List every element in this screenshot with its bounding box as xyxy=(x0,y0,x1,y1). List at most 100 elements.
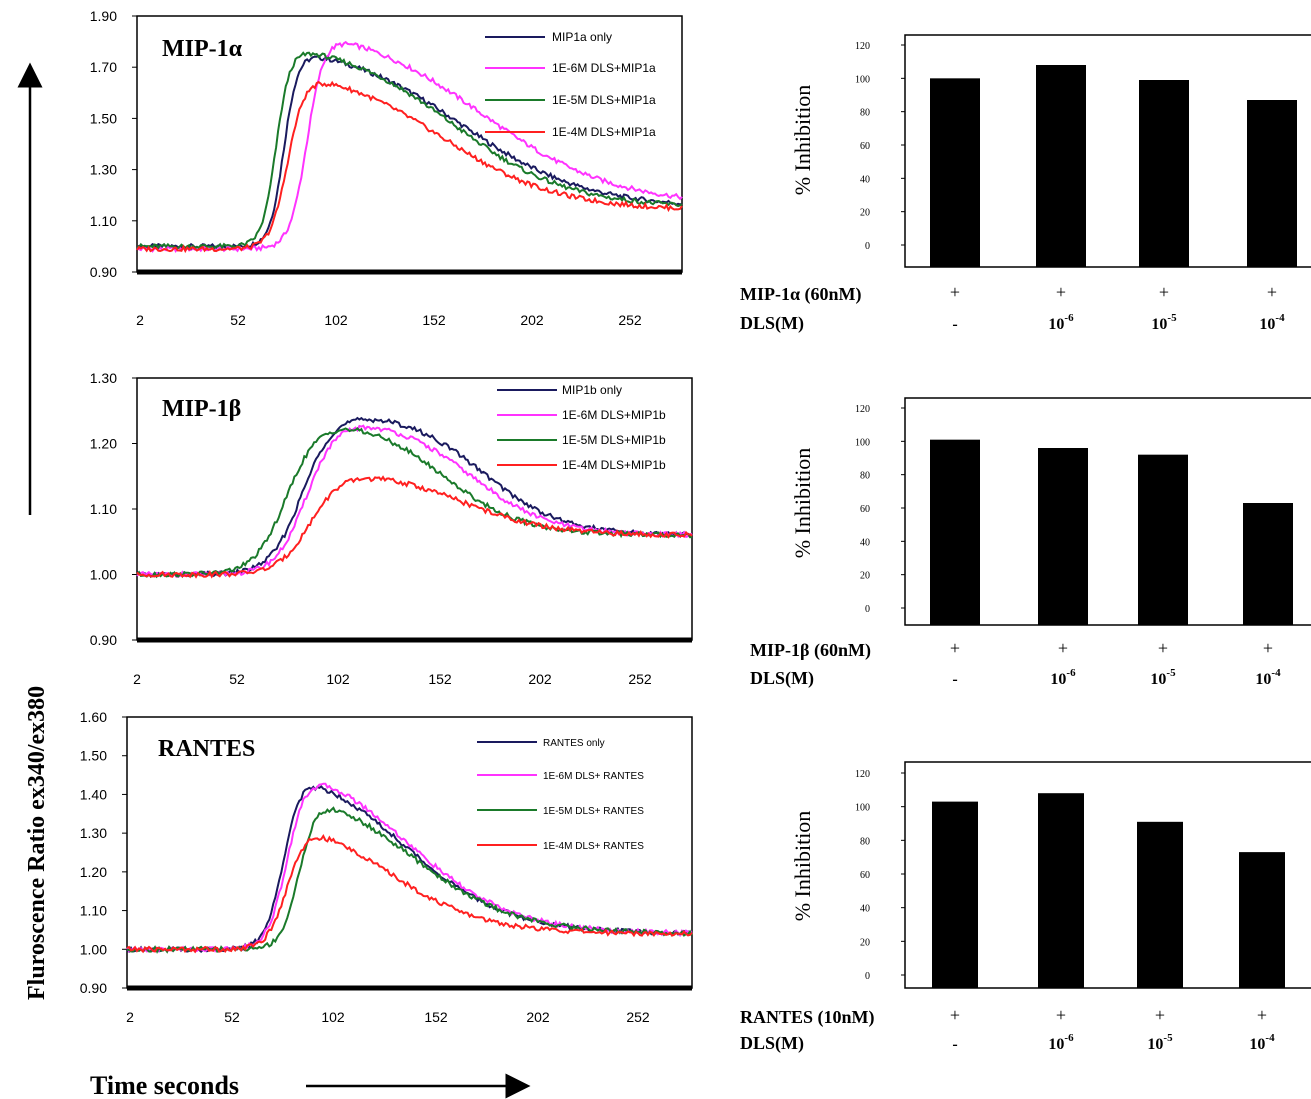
y-tick-label: 100 xyxy=(855,803,870,814)
y-tick-label: 20 xyxy=(860,208,870,219)
dose-label: 10-6 xyxy=(1048,1032,1074,1053)
bar xyxy=(1247,100,1297,267)
legend-label: 1E-5M DLS+ RANTES xyxy=(543,806,644,817)
dose-row-label: DLS(M) xyxy=(740,313,804,334)
dose-exponent: -4 xyxy=(1265,1032,1275,1044)
dose-exponent: -6 xyxy=(1064,1032,1074,1044)
dose-row-label: DLS(M) xyxy=(750,668,814,689)
treatment-mark: + xyxy=(1056,282,1066,302)
line-charts: 1.901.701.501.301.100.902 52 102 152 202 252M… xyxy=(80,8,693,1025)
y-axis-label: % Inhibition xyxy=(790,811,815,922)
bar xyxy=(930,439,980,625)
treatment-mark: + xyxy=(950,1005,960,1025)
dose-label: 10-4 xyxy=(1249,1032,1275,1053)
legend-label: 1E-6M DLS+ RANTES xyxy=(543,771,644,782)
y-tick-label: 60 xyxy=(860,504,870,515)
x-tick-label: 102 xyxy=(324,312,348,328)
legend-label: MIP1a only xyxy=(552,30,612,44)
y-tick-label: 120 xyxy=(855,41,870,52)
y-tick-label: 0 xyxy=(865,971,870,982)
y-tick-label: 1.10 xyxy=(90,213,117,229)
dose-label: 10-4 xyxy=(1255,667,1281,688)
x-tick-label: 202 xyxy=(526,1009,550,1025)
line-chart-2: 1.301.201.101.000.902 52 102 152 202 252MIP-1… xyxy=(90,370,693,687)
bar xyxy=(1239,852,1285,988)
bar xyxy=(1137,821,1183,988)
dose-label: 10-5 xyxy=(1147,1032,1173,1053)
y-tick-label: 1.50 xyxy=(80,748,107,764)
dose-base: 10 xyxy=(1048,316,1064,333)
dose-base: 10 xyxy=(1255,671,1271,688)
y-tick-label: 1.90 xyxy=(90,8,117,24)
dose-label: - xyxy=(952,316,957,333)
bar-chart-3: 120 100 80 60 40 20 0 % Inhibition RANTES (10nM)… xyxy=(740,761,1311,1054)
y-tick-label: 1.30 xyxy=(90,162,117,178)
y-tick-label: 1.30 xyxy=(90,370,117,386)
line-chart-1: 1.901.701.501.301.100.902 52 102 152 202 252M… xyxy=(90,8,683,328)
treatment-mark: + xyxy=(1155,1005,1165,1025)
y-axis-label: Fluroscence Ratio ex340/ex380 xyxy=(24,686,50,1000)
treatment-row-label: MIP-1α (60nM) xyxy=(740,284,862,305)
dose-label: - xyxy=(952,671,957,688)
x-tick-label: 252 xyxy=(628,671,652,687)
x-tick-label: 102 xyxy=(321,1009,345,1025)
treatment-row-label: MIP-1β (60nM) xyxy=(750,640,871,661)
y-tick-label: 60 xyxy=(860,870,870,881)
chart-title: MIP-1α xyxy=(162,36,243,62)
dose-base: - xyxy=(952,316,957,333)
y-tick-label: 100 xyxy=(855,74,870,85)
dose-label: 10-4 xyxy=(1259,312,1285,333)
series-line xyxy=(126,806,693,954)
dose-row-label: DLS(M) xyxy=(740,1033,804,1054)
treatment-mark: + xyxy=(1158,638,1168,658)
y-tick-label: 80 xyxy=(860,108,870,119)
x-tick-label: 252 xyxy=(618,312,642,328)
y-tick-label: 1.00 xyxy=(90,567,117,583)
dose-base: 10 xyxy=(1048,1036,1064,1053)
bar xyxy=(1139,80,1189,267)
chart-title: MIP-1β xyxy=(162,396,241,422)
y-tick-label: 1.30 xyxy=(80,825,107,841)
x-tick-label: 2 xyxy=(126,1009,134,1025)
series-line xyxy=(126,834,693,954)
x-tick-label: 2 xyxy=(133,671,141,687)
x-tick-label: 52 xyxy=(229,671,245,687)
dose-label: 10-5 xyxy=(1151,312,1177,333)
dose-label: 10-6 xyxy=(1050,667,1076,688)
x-tick-label: 252 xyxy=(626,1009,650,1025)
dose-base: - xyxy=(952,1036,957,1053)
bar xyxy=(1038,793,1084,988)
y-tick-label: 40 xyxy=(860,174,870,185)
x-tick-label: 202 xyxy=(528,671,552,687)
treatment-mark: + xyxy=(950,638,960,658)
treatment-mark: + xyxy=(1159,282,1169,302)
bar xyxy=(1138,454,1188,625)
legend-label: RANTES only xyxy=(543,738,605,749)
legend-label: 1E-4M DLS+ RANTES xyxy=(543,841,644,852)
legend-label: 1E-4M DLS+MIP1a xyxy=(552,125,656,139)
legend-label: 1E-5M DLS+MIP1a xyxy=(552,93,656,107)
treatment-mark: + xyxy=(950,282,960,302)
series-line xyxy=(136,475,693,579)
x-tick-label: 152 xyxy=(422,312,446,328)
series-line xyxy=(136,80,683,254)
treatment-row-label: RANTES (10nM) xyxy=(740,1007,875,1028)
dose-label: 10-6 xyxy=(1048,312,1074,333)
bar-chart-2: 120 100 80 60 40 20 0 % Inhibition MIP-1β (60nM)… xyxy=(750,397,1311,689)
y-tick-label: 80 xyxy=(860,836,870,847)
dose-base: - xyxy=(952,671,957,688)
y-tick-label: 0.90 xyxy=(90,632,117,648)
y-tick-label: 80 xyxy=(860,471,870,482)
x-tick-label: 52 xyxy=(224,1009,240,1025)
bar xyxy=(1243,503,1293,625)
legend-label: 1E-6M DLS+MIP1b xyxy=(562,408,666,422)
dose-exponent: -5 xyxy=(1163,1032,1173,1044)
plot-frame xyxy=(904,397,1311,626)
x-tick-label: 152 xyxy=(424,1009,448,1025)
y-tick-label: 1.40 xyxy=(80,786,107,802)
legend-label: 1E-4M DLS+MIP1b xyxy=(562,458,666,472)
y-tick-label: 1.60 xyxy=(80,709,107,725)
x-tick-label: 202 xyxy=(520,312,544,328)
dose-exponent: -5 xyxy=(1167,312,1177,324)
y-tick-label: 1.00 xyxy=(80,941,107,957)
